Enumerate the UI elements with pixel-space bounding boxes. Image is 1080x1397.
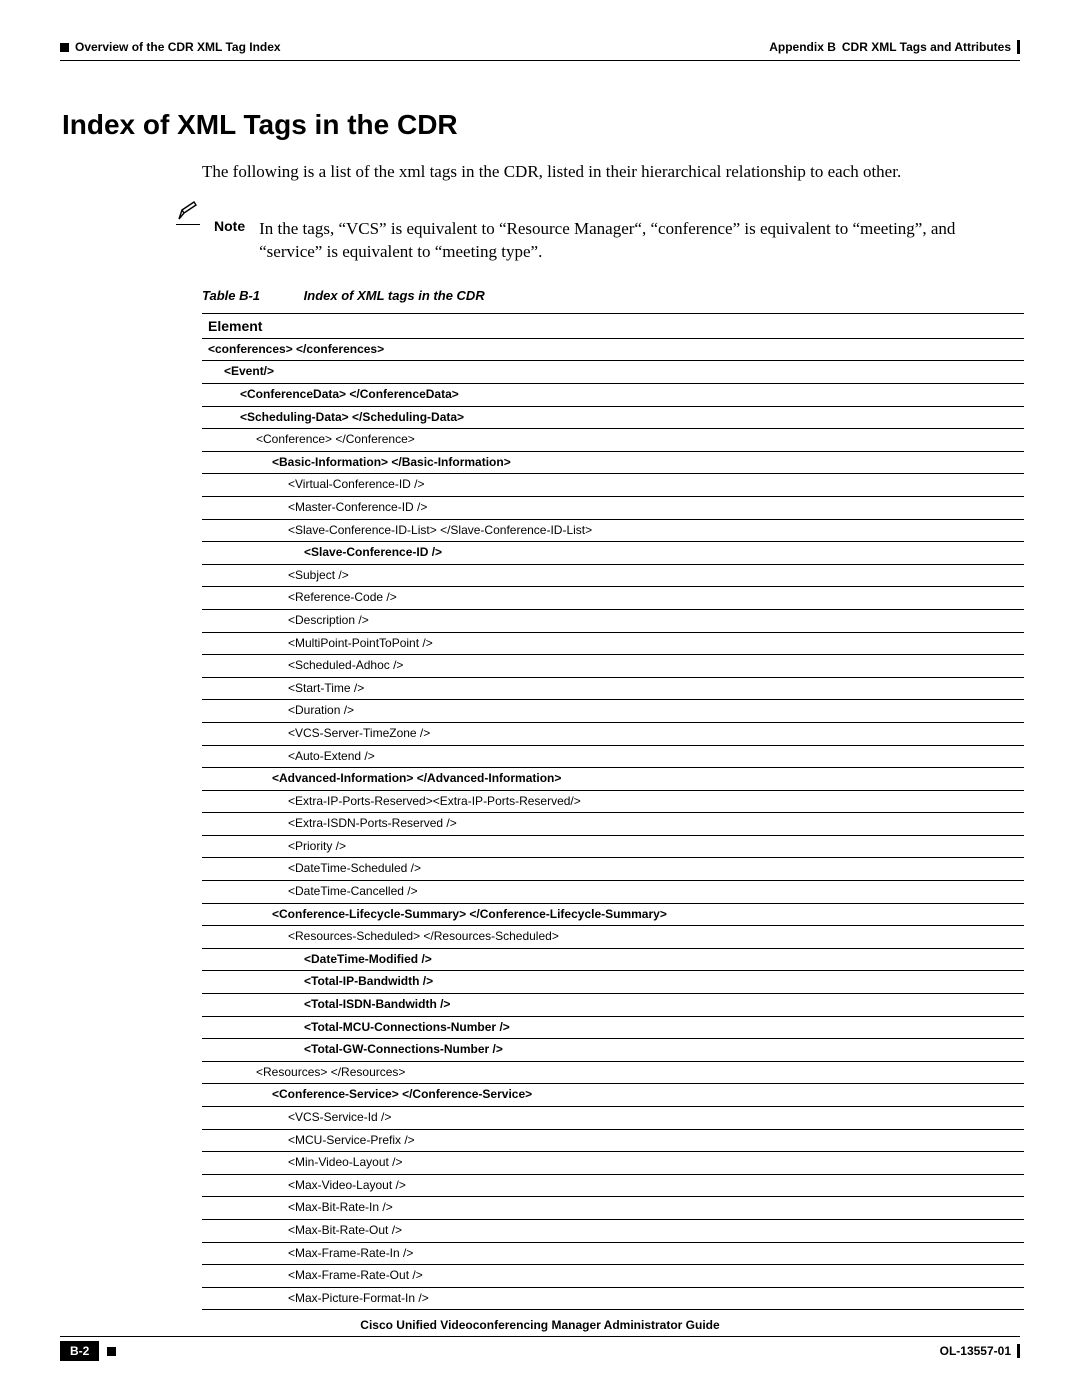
table-caption: Table B-1 Index of XML tags in the CDR: [202, 288, 1020, 303]
table-row: <MultiPoint-PointToPoint />: [202, 632, 1024, 655]
table-caption-title: Index of XML tags in the CDR: [304, 288, 485, 303]
table-row: <Basic-Information> </Basic-Information>: [202, 451, 1024, 474]
header-marker-icon: [60, 43, 69, 52]
table-header: Element: [202, 313, 1024, 338]
table-row: <Total-GW-Connections-Number />: [202, 1039, 1024, 1062]
table-row: <DateTime-Scheduled />: [202, 858, 1024, 881]
table-row: <Total-MCU-Connections-Number />: [202, 1016, 1024, 1039]
table-row: <Min-Video-Layout />: [202, 1152, 1024, 1175]
table-caption-num: Table B-1: [202, 288, 260, 303]
table-row: <Scheduling-Data> </Scheduling-Data>: [202, 406, 1024, 429]
note-label: Note: [214, 218, 245, 234]
intro-paragraph: The following is a list of the xml tags …: [202, 161, 1020, 184]
header-left-text: Overview of the CDR XML Tag Index: [75, 40, 281, 54]
footer-marker-icon: [107, 1347, 116, 1356]
page-header: Overview of the CDR XML Tag Index Append…: [60, 40, 1020, 54]
xml-tags-table: Element <conferences> </conferences><Eve…: [202, 313, 1024, 1311]
table-row: <Conference-Service> </Conference-Servic…: [202, 1084, 1024, 1107]
footer-rule: [60, 1336, 1020, 1337]
table-row: <conferences> </conferences>: [202, 338, 1024, 361]
footer-left: B-2: [60, 1341, 116, 1361]
table-row: <Resources-Scheduled> </Resources-Schedu…: [202, 926, 1024, 949]
footer-guide-title: Cisco Unified Videoconferencing Manager …: [60, 1318, 1020, 1332]
header-rule: [60, 60, 1020, 61]
table-row: <Priority />: [202, 835, 1024, 858]
table-row: <Virtual-Conference-ID />: [202, 474, 1024, 497]
table-row: <Max-Frame-Rate-Out />: [202, 1265, 1024, 1288]
header-right-prefix: Appendix B: [769, 40, 836, 54]
table-row: <Advanced-Information> </Advanced-Inform…: [202, 768, 1024, 791]
footer-doc-id: OL-13557-01: [940, 1344, 1011, 1358]
table-row: <Scheduled-Adhoc />: [202, 655, 1024, 678]
table-row: <Conference-Lifecycle-Summary> </Confere…: [202, 903, 1024, 926]
table-row: <Auto-Extend />: [202, 745, 1024, 768]
table-row: <Start-Time />: [202, 677, 1024, 700]
table-row: <ConferenceData> </ConferenceData>: [202, 384, 1024, 407]
table-row: <Extra-IP-Ports-Reserved><Extra-IP-Ports…: [202, 790, 1024, 813]
table-row: <Total-ISDN-Bandwidth />: [202, 994, 1024, 1017]
table-row: <Reference-Code />: [202, 587, 1024, 610]
table-row: <Max-Video-Layout />: [202, 1174, 1024, 1197]
table-row: <DateTime-Cancelled />: [202, 881, 1024, 904]
table-row: <Max-Picture-Format-In />: [202, 1287, 1024, 1310]
page-number-badge: B-2: [60, 1341, 99, 1361]
table-row: <DateTime-Modified />: [202, 948, 1024, 971]
table-row: <MCU-Service-Prefix />: [202, 1129, 1024, 1152]
table-row: <Conference> </Conference>: [202, 429, 1024, 452]
header-right-text: CDR XML Tags and Attributes: [842, 40, 1011, 54]
table-row: <Total-IP-Bandwidth />: [202, 971, 1024, 994]
note-text: In the tags, “VCS” is equivalent to “Res…: [259, 218, 1020, 264]
table-row: <Max-Bit-Rate-In />: [202, 1197, 1024, 1220]
table-row: <Resources> </Resources>: [202, 1061, 1024, 1084]
table-row: <Max-Bit-Rate-Out />: [202, 1219, 1024, 1242]
footer-right: OL-13557-01: [940, 1344, 1020, 1358]
header-bar-icon: [1017, 40, 1020, 54]
table-row: <Max-Frame-Rate-In />: [202, 1242, 1024, 1265]
table-row: <Extra-ISDN-Ports-Reserved />: [202, 813, 1024, 836]
footer-bar-icon: [1017, 1344, 1020, 1358]
table-row: <Master-Conference-ID />: [202, 496, 1024, 519]
table-row: <Slave-Conference-ID />: [202, 542, 1024, 565]
table-row: <VCS-Server-TimeZone />: [202, 722, 1024, 745]
table-row: <Slave-Conference-ID-List> </Slave-Confe…: [202, 519, 1024, 542]
table-row: <Event/>: [202, 361, 1024, 384]
header-left: Overview of the CDR XML Tag Index: [60, 40, 281, 54]
header-right: Appendix B CDR XML Tags and Attributes: [769, 40, 1020, 54]
page-title: Index of XML Tags in the CDR: [62, 109, 1020, 141]
note-block: Note In the tags, “VCS” is equivalent to…: [176, 200, 1020, 264]
table-row: <Subject />: [202, 564, 1024, 587]
table-row: <VCS-Service-Id />: [202, 1107, 1024, 1130]
note-pencil-icon: [176, 200, 200, 225]
table-row: <Duration />: [202, 700, 1024, 723]
page-footer: Cisco Unified Videoconferencing Manager …: [60, 1318, 1020, 1361]
table-row: <Description />: [202, 609, 1024, 632]
